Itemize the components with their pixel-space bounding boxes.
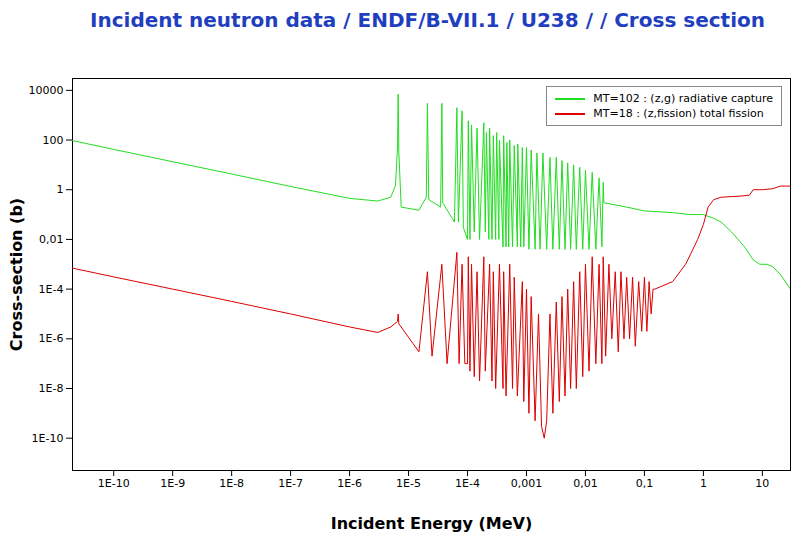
svg-text:0,01: 0,01 bbox=[39, 233, 64, 246]
svg-text:1E-4: 1E-4 bbox=[455, 477, 480, 490]
svg-text:1E-10: 1E-10 bbox=[32, 432, 64, 445]
svg-text:1E-7: 1E-7 bbox=[278, 477, 303, 490]
svg-text:0,01: 0,01 bbox=[573, 477, 598, 490]
svg-text:1E-6: 1E-6 bbox=[337, 477, 362, 490]
svg-text:1E-9: 1E-9 bbox=[160, 477, 185, 490]
svg-text:1: 1 bbox=[57, 183, 64, 196]
svg-text:10000: 10000 bbox=[29, 84, 64, 97]
svg-text:1E-4: 1E-4 bbox=[39, 283, 64, 296]
svg-text:1E-5: 1E-5 bbox=[396, 477, 421, 490]
svg-text:1: 1 bbox=[700, 477, 707, 490]
svg-text:1E-10: 1E-10 bbox=[98, 477, 130, 490]
svg-text:0,1: 0,1 bbox=[636, 477, 654, 490]
svg-text:1E-6: 1E-6 bbox=[39, 332, 64, 345]
svg-text:1E-8: 1E-8 bbox=[219, 477, 244, 490]
html-text:MT=18 : (z,fission) total fiss: MT=18 : (z,fission) total fission bbox=[593, 107, 764, 120]
html-text:MT=102 : (z,g) radiative captu: MT=102 : (z,g) radiative capture bbox=[593, 92, 773, 105]
svg-text:1E-8: 1E-8 bbox=[39, 382, 64, 395]
svg-text:Cross-section (b): Cross-section (b) bbox=[7, 198, 26, 351]
html-text:Incident neutron data / ENDF/B: Incident neutron data / ENDF/B-VII.1 / U… bbox=[90, 8, 765, 32]
svg-text:0,001: 0,001 bbox=[511, 477, 543, 490]
svg-text:10: 10 bbox=[755, 477, 769, 490]
svg-text:100: 100 bbox=[43, 134, 64, 147]
svg-text:Incident Energy (MeV): Incident Energy (MeV) bbox=[331, 514, 533, 533]
